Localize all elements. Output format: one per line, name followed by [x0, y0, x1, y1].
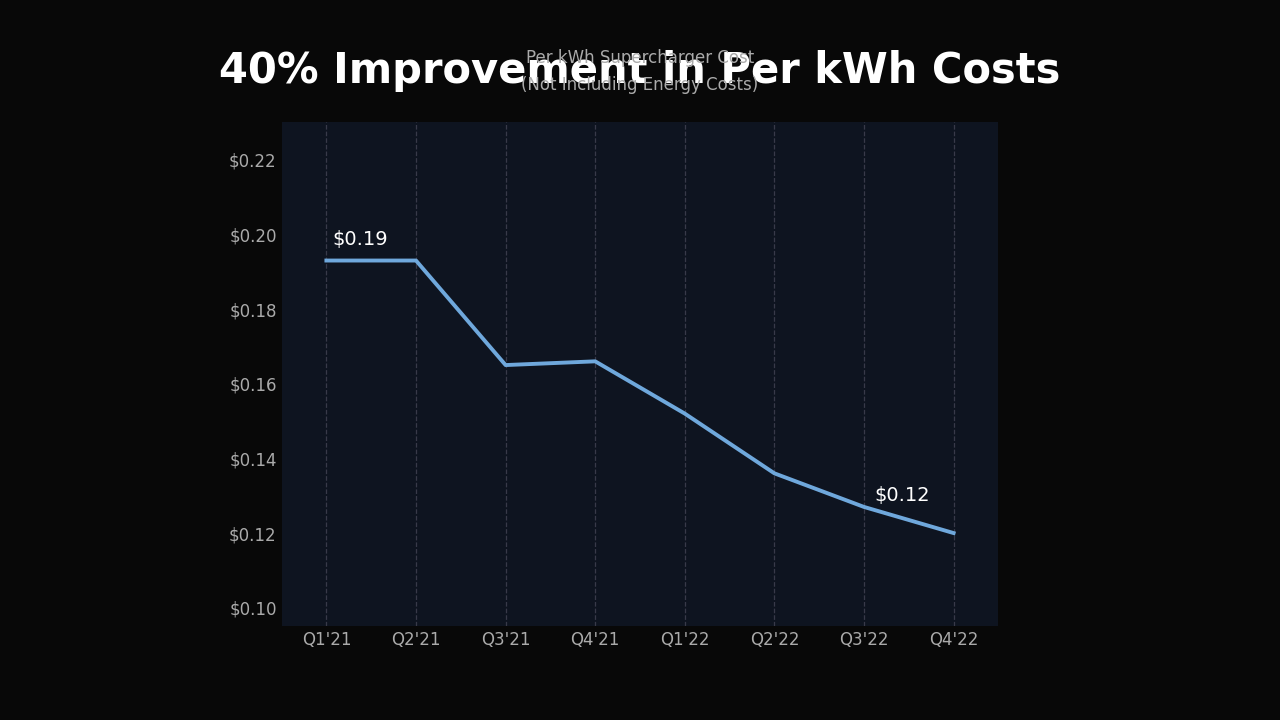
- Text: $0.12: $0.12: [874, 486, 931, 505]
- Text: Per kWh Supercharger Cost
(Not Including Energy Costs): Per kWh Supercharger Cost (Not Including…: [521, 49, 759, 94]
- Text: 40% Improvement in Per kWh Costs: 40% Improvement in Per kWh Costs: [219, 50, 1061, 92]
- Text: $0.19: $0.19: [333, 230, 388, 249]
